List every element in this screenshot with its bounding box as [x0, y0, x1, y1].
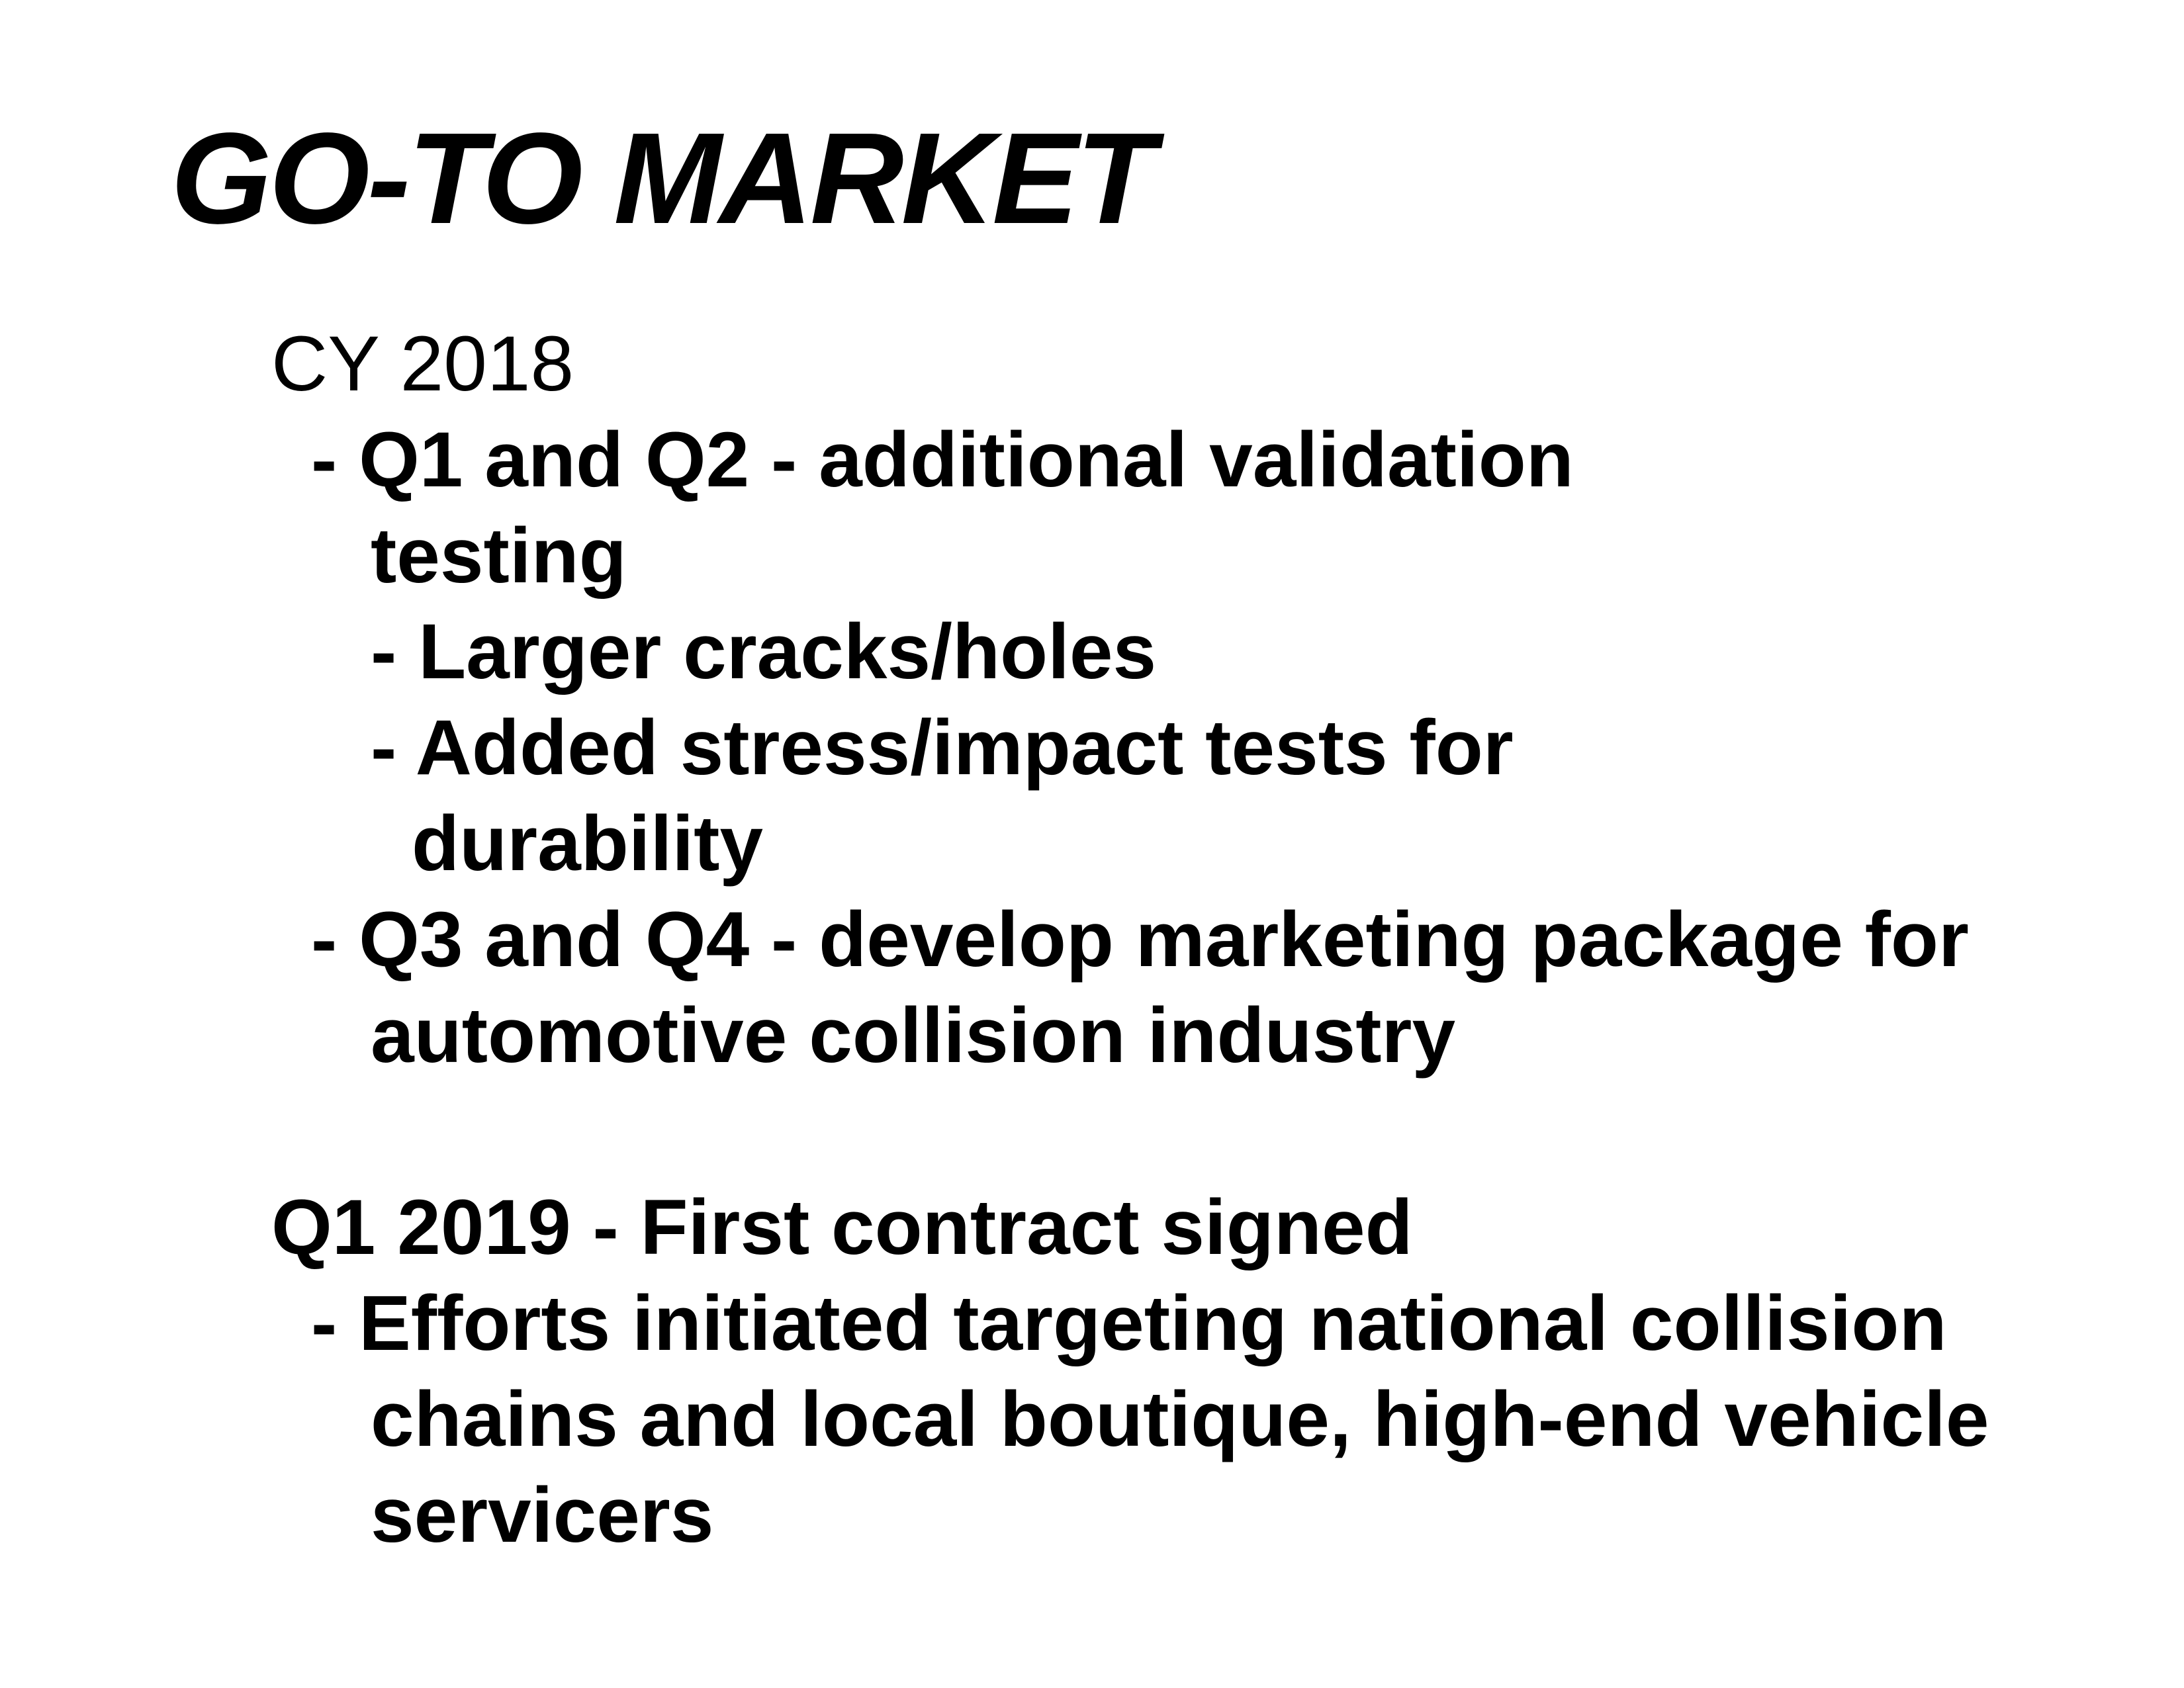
sub-list-item-larger-cracks: - Larger cracks/holes [371, 608, 1157, 695]
list-item-q1-q2-continued: testing [371, 512, 627, 600]
sub-list-item-stress-tests-continued: durability [412, 800, 764, 887]
list-item-q3-q4: - Q3 and Q4 - develop marketing package … [311, 896, 1969, 983]
sub-list-item-stress-tests: - Added stress/impact tests for [371, 704, 1514, 791]
list-item-q3-q4-continued: automotive collision industry [371, 992, 1456, 1079]
section-heading-cy-2018: CY 2018 [271, 320, 574, 408]
list-item-efforts-continued-2: servicers [371, 1472, 714, 1559]
list-item-q1-q2: - Q1 and Q2 - additional validation [311, 416, 1574, 504]
list-item-efforts-continued-1: chains and local boutique, high-end vehi… [371, 1376, 1989, 1463]
slide-title: GO-TO MARKET [171, 106, 1156, 251]
section-heading-q1-2019: Q1 2019 - First contract signed [271, 1184, 1413, 1271]
list-item-efforts: - Efforts initiated targeting national c… [311, 1280, 1947, 1367]
